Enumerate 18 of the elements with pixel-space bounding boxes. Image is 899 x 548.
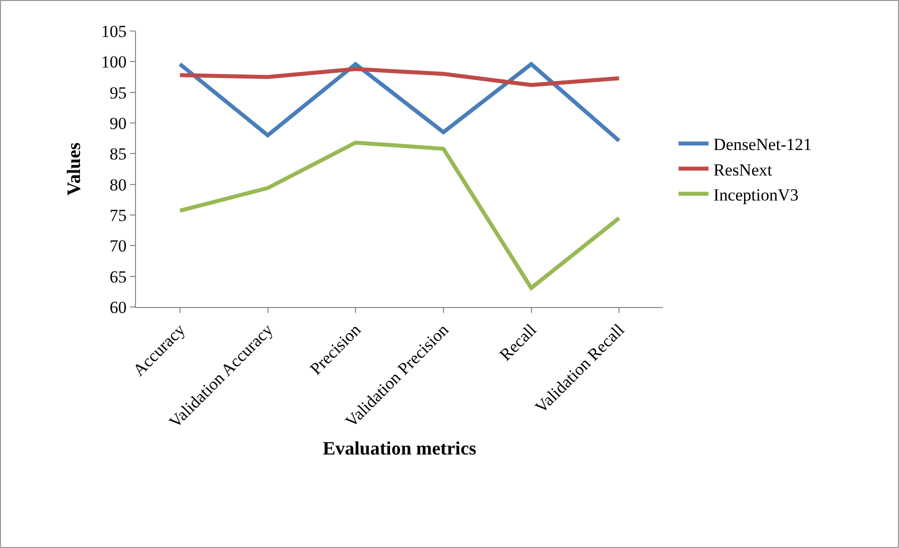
y-tick-label: 85 (110, 144, 127, 164)
y-tick-label: 70 (110, 236, 127, 256)
legend-label: DenseNet-121 (714, 135, 812, 154)
line-series (178, 62, 622, 143)
y-tick-label: 100 (101, 52, 127, 72)
y-axis-title: Values (64, 142, 85, 196)
y-tick-label: 90 (110, 114, 127, 133)
line-series (178, 67, 622, 87)
y-tick-label: 65 (110, 267, 127, 286)
legend-label: ResNext (714, 160, 772, 180)
y-tick-label: 75 (110, 206, 127, 225)
y-tick-label: 105 (101, 22, 127, 41)
y-tick-label: 80 (110, 175, 127, 194)
legend-label: InceptionV3 (714, 185, 799, 204)
y-tick-label: 60 (110, 298, 127, 317)
x-axis-title: Evaluation metrics (322, 438, 476, 460)
line-series (178, 140, 622, 290)
y-tick-label: 95 (110, 83, 127, 102)
